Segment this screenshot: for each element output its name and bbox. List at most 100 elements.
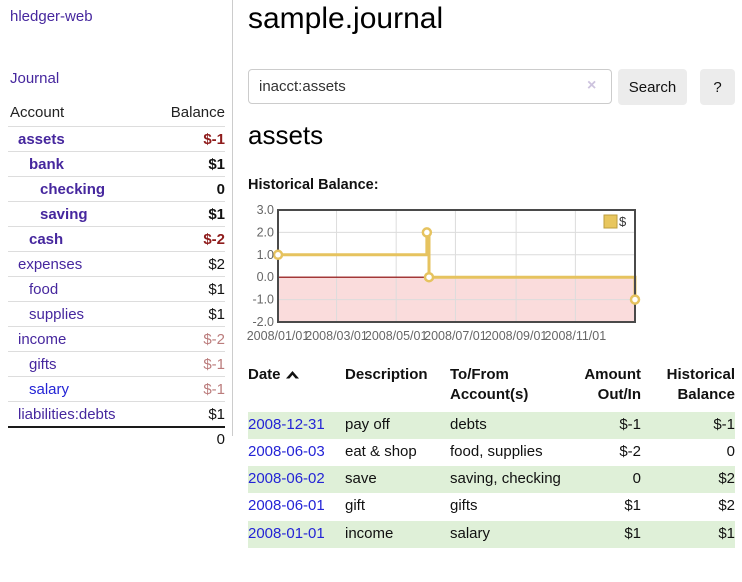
accounts-list: assets $-1 bank $1 checking 0 saving $1 cash $-2 e…	[8, 127, 225, 426]
historical-balance-chart: $3.0 2.0 1.0 0.0 -1.0 -2.02008/01/012008/03/0…	[247, 203, 641, 343]
transaction-amount: $-2	[619, 442, 641, 460]
chart-y-tick-label: 1.0	[257, 248, 274, 262]
transaction-description: income	[345, 524, 394, 542]
transaction-balance: $2	[718, 470, 735, 487]
account-row: expenses $2	[8, 252, 225, 277]
account-balance: $1	[208, 305, 225, 323]
transaction-date-cell: 2008-01-01	[248, 521, 345, 548]
column-header-accounts[interactable]: To/From Account(s)	[450, 366, 529, 404]
register-row: 2008-06-03 eat & shop food, supplies $-2 0	[248, 439, 735, 466]
account-heading: assets	[248, 120, 324, 150]
chart-legend-swatch	[603, 214, 618, 229]
main-content: sample.journal × Search ? assets Histori…	[247, 0, 735, 582]
transaction-description: pay off	[345, 415, 390, 433]
chart-x-tick-label: 2008/07/01	[424, 329, 487, 343]
account-link[interactable]: gifts	[29, 355, 57, 373]
account-link[interactable]: checking	[40, 180, 106, 198]
clear-search-icon[interactable]: ×	[587, 77, 597, 94]
sidebar: hledger-web Journal Account Balance asse…	[0, 0, 233, 448]
account-balance: $-1	[203, 380, 225, 398]
search-input[interactable]	[248, 69, 612, 104]
account-link[interactable]: supplies	[29, 305, 85, 323]
account-row: saving $1	[8, 202, 225, 227]
app-title-link[interactable]: hledger-web	[10, 8, 93, 25]
register-table: Date Description To/From Account(s) Amou…	[248, 363, 735, 548]
transaction-accounts: debts	[450, 415, 487, 433]
account-balance: $-1	[203, 355, 225, 373]
account-link[interactable]: bank	[29, 155, 65, 173]
column-header-date-label: Date	[248, 366, 281, 383]
account-balance: $2	[208, 255, 225, 273]
chart-y-tick-label: 0.0	[257, 270, 274, 284]
register-header-row: Date Description To/From Account(s) Amou…	[248, 363, 735, 412]
chart-data-point	[629, 294, 641, 305]
transaction-balance: $-1	[713, 415, 735, 433]
transaction-balance: 0	[726, 442, 735, 460]
transaction-date-link[interactable]: 2008-06-02	[248, 470, 325, 487]
chart-border	[277, 209, 636, 323]
account-link[interactable]: expenses	[18, 255, 83, 273]
chart-heading: Historical Balance:	[248, 177, 379, 193]
column-header-amount[interactable]: Amount Out/In	[584, 366, 641, 404]
account-balance: $1	[208, 205, 225, 223]
account-balance: $1	[208, 155, 225, 173]
search-form: × Search ?	[248, 69, 735, 105]
account-balance: $-1	[203, 130, 225, 148]
sidebar-item-journal[interactable]: Journal	[10, 70, 60, 87]
transaction-amount: $1	[624, 497, 641, 515]
transaction-balance: $2	[718, 497, 735, 515]
transaction-description: gift	[345, 497, 366, 515]
transaction-date-link[interactable]: 2008-01-01	[248, 524, 325, 542]
account-row: supplies $1	[8, 302, 225, 327]
transaction-balance: $1	[718, 524, 735, 542]
transaction-accounts: gifts	[450, 497, 478, 515]
column-header-description[interactable]: Description	[345, 366, 428, 383]
column-header-balance[interactable]: Historical Balance	[666, 366, 735, 404]
account-link[interactable]: liabilities:debts	[18, 405, 116, 423]
column-header-date[interactable]: Date	[248, 363, 345, 412]
chart-x-tick-label: 2008/05/01	[365, 329, 428, 343]
account-row: liabilities:debts $1	[8, 402, 225, 426]
search-button[interactable]: Search	[618, 69, 687, 105]
account-link[interactable]: cash	[29, 230, 64, 248]
account-row: salary $-1	[8, 377, 225, 402]
help-button[interactable]: ?	[700, 69, 735, 105]
register-row: 2008-06-02 save saving, checking 0 $2	[248, 466, 735, 494]
account-row: checking 0	[8, 177, 225, 202]
register-row: 2008-01-01 income salary $1 $1	[248, 520, 735, 548]
chart-x-tick-label: 2008/09/01	[485, 329, 548, 343]
accounts-total-value: 0	[216, 431, 225, 448]
account-link[interactable]: income	[18, 330, 67, 348]
account-row: bank $1	[8, 152, 225, 177]
transaction-date-link[interactable]: 2008-12-31	[248, 415, 325, 433]
account-row: income $-2	[8, 327, 225, 352]
account-link[interactable]: food	[29, 280, 59, 298]
chart-y-tick-label: 2.0	[257, 225, 274, 239]
chart-data-point	[423, 271, 435, 283]
account-row: food $1	[8, 277, 225, 302]
transaction-date-cell: 2008-06-03	[248, 439, 345, 466]
chart-data-point	[272, 249, 284, 261]
transaction-amount: $-1	[619, 415, 641, 433]
register-row: 2008-12-31 pay off debts $-1 $-1	[248, 411, 735, 439]
account-row: cash $-2	[8, 227, 225, 252]
account-balance: $-2	[203, 330, 225, 348]
account-balance: $1	[208, 280, 225, 298]
account-link[interactable]: saving	[40, 205, 88, 223]
transaction-date-link[interactable]: 2008-06-01	[248, 497, 325, 515]
accounts-table: Account Balance assets $-1 bank $1 checking 0…	[8, 102, 225, 451]
accounts-table-header: Account Balance	[8, 102, 225, 127]
transaction-accounts: salary	[450, 524, 491, 542]
account-link[interactable]: assets	[18, 130, 65, 148]
chart-legend-label: $	[619, 214, 627, 229]
account-column-header: Account	[10, 104, 65, 121]
page-title: sample.journal	[248, 2, 444, 35]
chart-y-tick-label: -2.0	[252, 315, 274, 329]
account-link[interactable]: salary	[29, 380, 70, 398]
transaction-date-link[interactable]: 2008-06-03	[248, 442, 325, 460]
transaction-date-cell: 2008-06-02	[248, 466, 345, 493]
accounts-total-row: 0	[8, 426, 225, 451]
account-row: gifts $-1	[8, 352, 225, 377]
transaction-amount: 0	[632, 470, 641, 487]
